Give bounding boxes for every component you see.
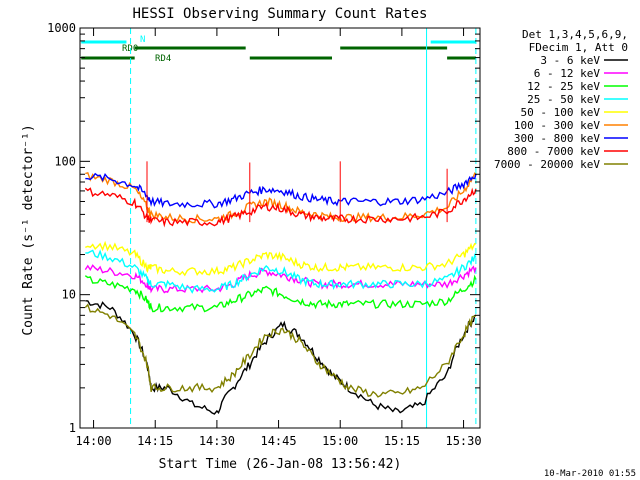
legend-label: 50 - 100 keV	[521, 106, 601, 119]
x-axis: 14:00 14:15 14:30 14:45 15:00 15:15 15:30	[76, 28, 482, 448]
x-axis-label: Start Time (26-Jan-08 13:56:42)	[159, 457, 402, 472]
y-tick-label: 1000	[47, 21, 76, 35]
legend-label: 800 - 7000 keV	[507, 145, 600, 158]
legend-label: 3 - 6 keV	[540, 54, 600, 67]
series-line	[85, 240, 477, 277]
x-tick-label: 14:00	[76, 434, 112, 448]
series-line	[84, 303, 477, 398]
x-tick-label: 15:30	[445, 434, 481, 448]
timestamp: 10-Mar-2010 01:55	[544, 469, 636, 479]
legend-header: FDecim 1, Att 0	[529, 41, 628, 54]
status-bar-label: N	[140, 35, 145, 45]
y-axis: 1 10 100 1000	[47, 21, 480, 435]
legend-label: 25 - 50 keV	[527, 93, 600, 106]
legend-label: 6 - 12 keV	[534, 67, 601, 80]
y-tick-label: 100	[54, 154, 76, 168]
x-tick-label: 15:15	[384, 434, 420, 448]
series-line	[84, 264, 477, 294]
legend-header: Det 1,3,4,5,6,9,	[522, 28, 628, 41]
legend-label: 7000 - 20000 keV	[494, 158, 600, 171]
status-bar-label: RD4	[155, 54, 171, 64]
y-tick-label: 1	[69, 421, 76, 435]
legend-label: 12 - 25 keV	[527, 80, 600, 93]
x-tick-label: 15:00	[322, 434, 358, 448]
plot-area: NRD0RD4	[79, 27, 481, 429]
series-line	[84, 274, 477, 313]
series-line	[85, 249, 477, 294]
x-tick-label: 14:45	[260, 434, 296, 448]
chart-title: HESSI Observing Summary Count Rates	[132, 6, 427, 22]
y-tick-label: 10	[62, 288, 76, 302]
legend-label: 100 - 300 keV	[514, 119, 600, 132]
plot-frame	[79, 27, 481, 429]
x-tick-label: 14:30	[199, 434, 235, 448]
series-line	[84, 187, 477, 228]
legend-label: 300 - 800 keV	[514, 132, 600, 145]
series-line	[85, 172, 477, 209]
series-line	[85, 171, 477, 224]
y-axis-label: Count Rate (s⁻¹ detector⁻¹)	[21, 124, 36, 335]
x-tick-label: 14:15	[137, 434, 173, 448]
legend: Det 1,3,4,5,6,9,FDecim 1, Att 03 - 6 keV…	[494, 28, 628, 171]
